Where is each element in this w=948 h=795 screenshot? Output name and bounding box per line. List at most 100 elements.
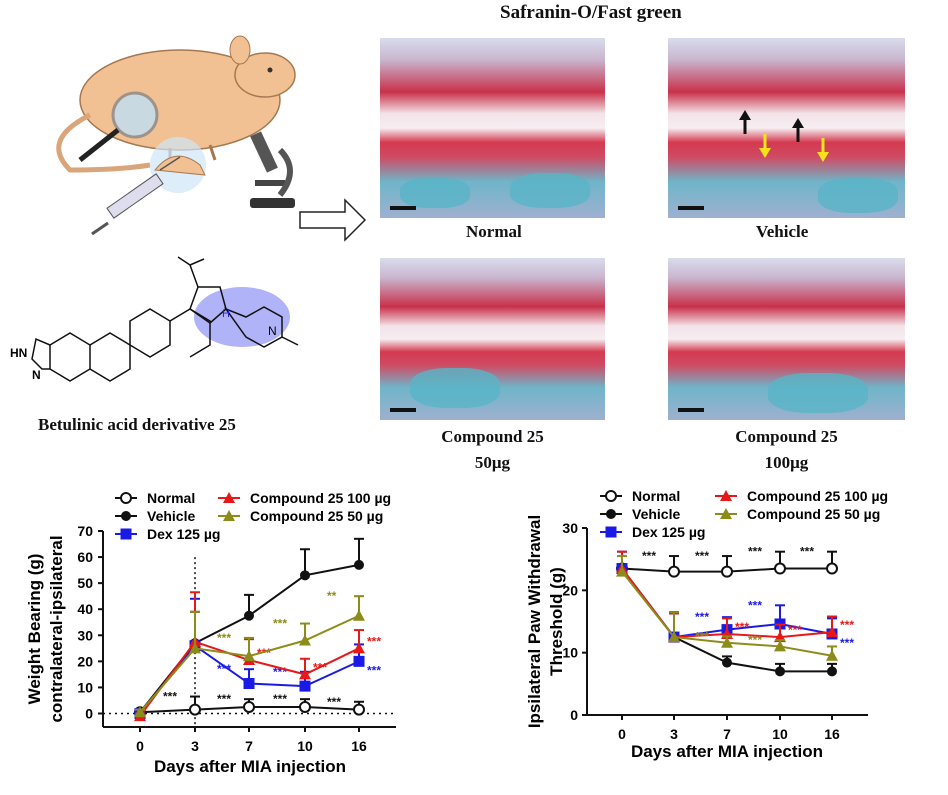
legend-marker [121,511,131,521]
panel-label: Compound 25 100μg [668,424,905,476]
y-axis-label: Ipsilateral Paw Withdrawal [525,515,544,728]
data-point [299,680,311,692]
legend-label: Compound 25 50 µg [747,506,880,522]
panel-label-name: Compound 25 [735,427,838,446]
data-point [722,657,732,668]
x-tick-label: 3 [670,726,678,742]
panel-label: Vehicle [756,222,809,241]
y-tick-label: 40 [77,601,93,617]
amine-highlight [194,287,290,347]
black-arrow-icon [792,118,804,142]
legend-label: Dex 125 µg [147,526,220,542]
histology-image-normal [380,38,605,218]
atom-label: HN [10,346,27,360]
data-point [827,666,837,677]
y-tick-label: 0 [570,707,578,723]
legend-label: Normal [147,490,195,506]
syringe-icon [91,156,181,236]
legend-marker [720,490,732,501]
legend-marker [120,492,132,504]
experiment-illustration [56,35,367,242]
x-tick-label: 0 [136,738,144,754]
significance-label: *** [642,549,656,563]
significance-label: *** [273,617,287,631]
data-point [300,570,310,581]
data-point [299,700,311,713]
significance-label: *** [748,633,762,647]
legend-label: Vehicle [632,506,680,522]
significance-label: *** [695,629,709,643]
y-tick-label: 50 [77,575,93,591]
histology-image-vehicle [668,38,905,218]
significance-label: *** [748,598,762,612]
data-point [243,650,255,662]
y-axis-label: contralateral-ipsilateral [47,535,66,722]
y-tick-label: 10 [562,645,578,661]
panel-label: Normal [466,222,522,241]
data-point [826,562,838,575]
significance-label: *** [840,618,854,632]
data-point [668,631,680,643]
significance-label: *** [788,623,802,637]
data-point [353,703,365,716]
lesion-arrows [739,110,829,162]
significance-label: *** [217,631,231,645]
data-point [189,703,201,716]
x-axis-label: Days after MIA injection [631,742,823,761]
x-axis-label: Days after MIA injection [154,757,346,776]
x-tick-label: 16 [351,738,367,754]
data-point [134,706,146,718]
data-point [826,649,838,661]
legend-marker [223,510,235,521]
data-point [244,610,254,621]
atom-label: H [222,308,230,320]
data-point [299,634,311,646]
significance-label: *** [217,692,231,706]
significance-label: ** [327,589,337,603]
data-point [189,642,201,654]
data-point [721,565,733,578]
compound-caption: Betulinic acid derivative 25 [38,415,236,434]
y-tick-label: 70 [77,523,93,539]
y-axis-label: Weight Bearing (g) [25,554,44,705]
data-point [354,559,364,570]
data-point [721,636,733,648]
significance-label: *** [840,636,854,650]
significance-label: *** [367,634,381,648]
legend-marker [605,526,617,538]
weight-bearing-chart: 0 10 20 30 40 50 60 70 0 3 7 10 16 Days after MIA inj… [25,490,396,776]
panel-label-dose: 100μg [764,453,809,472]
arrow-right-icon [299,198,367,242]
significance-label: *** [748,545,762,559]
legend-label: Compound 25 100 µg [250,490,391,506]
significance-label: *** [163,690,177,704]
magnifier-icon [78,91,159,162]
x-tick-label: 7 [245,738,253,754]
data-point [616,565,628,577]
legend-label: Compound 25 100 µg [747,488,888,504]
y-axis-label: Threshold (g) [547,567,566,676]
legend-label: Vehicle [147,508,195,524]
data-point [826,626,838,638]
microscope-icon [250,131,295,208]
x-tick-label: 16 [824,726,840,742]
legend-label: Dex 125 µg [632,524,705,540]
data-point [353,609,365,621]
legend-marker [223,492,235,503]
significance-label: *** [735,620,749,634]
significance-label: *** [273,692,287,706]
x-tick-label: 0 [618,726,626,742]
data-point [299,668,311,680]
y-tick-label: 20 [562,582,578,598]
legend-label: Normal [632,488,680,504]
significance-label: *** [257,646,271,660]
panel-label-dose: 50μg [474,453,511,472]
panel-label-name: Compound 25 [441,427,544,446]
yellow-arrow-icon [759,134,771,158]
y-tick-label: 60 [77,549,93,565]
significance-label: *** [800,545,814,559]
significance-label: *** [695,610,709,624]
y-tick-label: 30 [562,520,578,536]
black-arrow-icon [739,110,751,134]
